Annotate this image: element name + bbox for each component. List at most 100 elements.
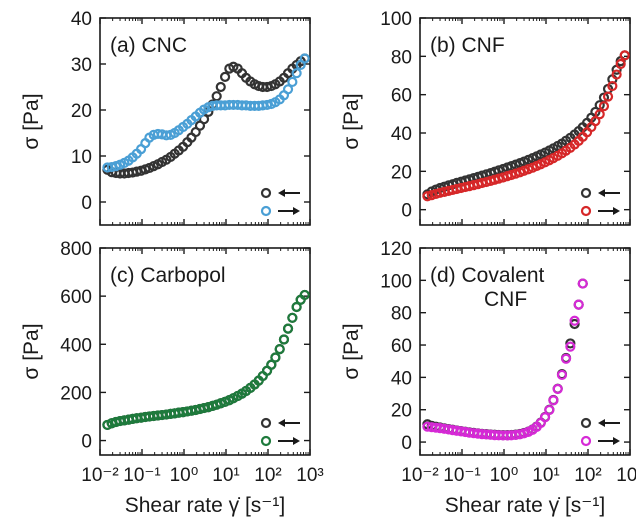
x-tick-label: 10²: [574, 465, 601, 486]
series-increasing: [102, 53, 310, 173]
panel-title: (a) CNC: [110, 34, 187, 57]
data-point: [615, 58, 626, 70]
data-point: [569, 318, 580, 330]
data-point: [594, 109, 605, 120]
plot-frame: [99, 17, 311, 226]
data-point: [539, 412, 551, 423]
legend-marker: [580, 187, 592, 199]
y-tick-label: 0: [81, 193, 92, 214]
data-point: [573, 299, 584, 310]
data-point: [422, 191, 433, 202]
y-tick-label: 800: [60, 239, 92, 260]
y-tick-label: 600: [60, 287, 92, 308]
legend-arrow-head: [613, 207, 620, 215]
y-tick-label: 400: [60, 335, 92, 356]
x-tick-label: 10⁰: [490, 465, 519, 486]
y-tick-label: 120: [380, 239, 412, 260]
data-point: [287, 312, 298, 323]
legend-marker: [580, 417, 592, 429]
data-point: [607, 80, 618, 92]
x-tick-label: 10¹: [212, 465, 239, 486]
data-point: [219, 71, 231, 82]
y-tick-label: 100: [380, 271, 412, 292]
panel-title: (d) Covalent: [430, 264, 545, 287]
legend-arrow-head: [598, 189, 605, 197]
y-tick-label: 20: [391, 162, 412, 183]
plot-frame: [419, 247, 631, 456]
data-point: [261, 99, 273, 111]
x-tick-label: 10⁻¹: [123, 465, 161, 486]
data-point: [560, 353, 572, 364]
y-axis-label: σ [Pa]: [20, 93, 43, 149]
legend-marker: [260, 435, 272, 447]
data-point: [598, 101, 610, 112]
y-axis-label: σ [Pa]: [340, 323, 363, 379]
y-tick-label: 100: [380, 9, 412, 30]
legend-arrow-head: [293, 207, 300, 215]
x-tick-label: 10⁻¹: [443, 465, 481, 486]
y-tick-label: 60: [391, 86, 412, 107]
panel-title: (c) Carbopol: [110, 264, 226, 287]
x-axis-label: Shear rate γ̇ [s⁻¹]: [125, 494, 285, 517]
series-decreasing: [102, 53, 310, 179]
panel-title: (b) CNF: [430, 34, 505, 57]
data-point: [569, 315, 580, 326]
data-point: [274, 343, 285, 355]
legend-marker: [260, 205, 272, 217]
data-point: [299, 53, 310, 64]
panel-a: 0 10 20 30 40 σ [Pa] (a) CNC: [20, 9, 311, 226]
y-tick-label: 20: [71, 101, 92, 122]
data-point: [565, 341, 576, 352]
data-point: [261, 81, 273, 93]
x-tick-label: 10⁻²: [401, 465, 439, 486]
data-point: [278, 334, 290, 345]
x-axis-label: Shear rate γ̇ [s⁻¹]: [445, 494, 605, 517]
y-tick-label: 80: [391, 47, 412, 68]
data-point: [493, 173, 504, 184]
legend-arrow-head: [278, 189, 285, 197]
data-point: [291, 301, 302, 313]
legend-marker: [580, 435, 592, 447]
y-tick-label: 200: [60, 383, 92, 404]
data-point: [291, 68, 302, 79]
legend-arrow-head: [278, 419, 285, 427]
x-tick-label: 10⁻²: [81, 465, 119, 486]
data-point: [556, 369, 568, 381]
data-point: [287, 76, 298, 88]
y-tick-label: 0: [81, 432, 92, 453]
x-tick-label: 10¹: [532, 465, 559, 486]
data-point: [544, 404, 555, 416]
data-point: [215, 81, 226, 93]
x-tick-label: 10²: [254, 465, 281, 486]
data-point: [548, 395, 559, 406]
data-point: [577, 278, 588, 289]
panel-b: 0 20 40 60 80 100 σ [Pa] (b) CNF: [340, 9, 631, 226]
legend-arrow-head: [613, 437, 620, 445]
legend-arrow-head: [598, 419, 605, 427]
data-point: [590, 116, 601, 127]
y-tick-label: 40: [391, 124, 412, 145]
y-tick-label: 80: [391, 304, 412, 325]
data-point: [266, 359, 277, 370]
data-point: [552, 383, 563, 395]
y-tick-label: 40: [71, 9, 92, 30]
series-increasing: [422, 50, 630, 202]
plot-frame: [419, 17, 631, 226]
data-point: [602, 91, 614, 102]
data-point: [565, 338, 576, 349]
y-tick-label: 40: [391, 368, 412, 389]
y-tick-label: 20: [391, 401, 412, 422]
legend-marker: [260, 187, 272, 199]
x-tick-label: 10³: [616, 465, 636, 486]
legend-marker: [580, 205, 592, 217]
y-tick-label: 30: [71, 55, 92, 76]
y-axis-label: σ [Pa]: [20, 323, 43, 379]
data-point: [211, 91, 222, 102]
data-point: [282, 323, 294, 334]
plot-frame: [99, 247, 311, 456]
panel-title-line2: CNF: [484, 288, 527, 311]
panel-d: 0 20 40 60 80 100 120 10⁻²10⁻¹ 10⁰ 10¹ 10² 10³ σ [Pa…: [340, 239, 636, 517]
y-tick-label: 10: [71, 147, 92, 168]
data-point: [270, 352, 281, 363]
y-tick-label: 60: [391, 336, 412, 357]
